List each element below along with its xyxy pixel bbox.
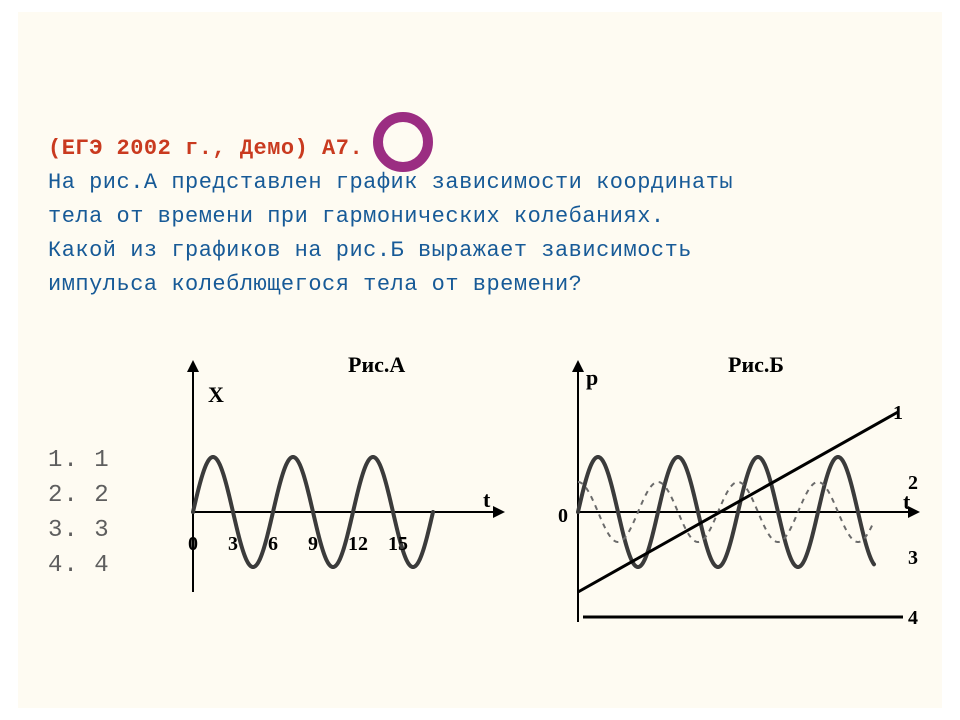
heading: (ЕГЭ 2002 г., Демо) А7. xyxy=(48,132,918,166)
svg-text:6: 6 xyxy=(268,533,278,555)
question-text-block: (ЕГЭ 2002 г., Демо) А7. На рис.А предста… xyxy=(48,132,918,302)
answer-4: 4. 4 xyxy=(48,552,110,579)
answer-2: 2. 2 xyxy=(48,482,110,509)
svg-text:9: 9 xyxy=(308,533,318,555)
body-line-2: тела от времени при гармонических колеба… xyxy=(48,200,918,234)
answer-options: 1. 1 2. 2 3. 3 4. 4 xyxy=(48,447,110,587)
answer-1: 1. 1 xyxy=(48,447,110,474)
chart-a: Рис.А Х t 03691215 xyxy=(153,357,513,657)
slide-background: (ЕГЭ 2002 г., Демо) А7. На рис.А предста… xyxy=(18,12,942,708)
svg-text:12: 12 xyxy=(348,533,368,555)
chart-b: Рис.Б p t 0 1 2 3 4 xyxy=(538,357,938,657)
answer-3: 3. 3 xyxy=(48,517,110,544)
body-line-3: Какой из графиков на рис.Б выражает зави… xyxy=(48,234,918,268)
accent-circle xyxy=(373,112,433,172)
charts-container: 1. 1 2. 2 3. 3 4. 4 Рис.А Х t 03691215 Р… xyxy=(48,357,928,677)
body-line-4: импульса колеблющегося тела от времени? xyxy=(48,268,918,302)
svg-text:3: 3 xyxy=(228,533,238,555)
svg-text:15: 15 xyxy=(388,533,408,555)
svg-text:0: 0 xyxy=(188,533,198,555)
chart-a-svg: 0 3 6 9 12 15 xyxy=(153,357,513,657)
chart-b-svg xyxy=(538,357,938,657)
body-line-1: На рис.А представлен график зависимости … xyxy=(48,166,918,200)
